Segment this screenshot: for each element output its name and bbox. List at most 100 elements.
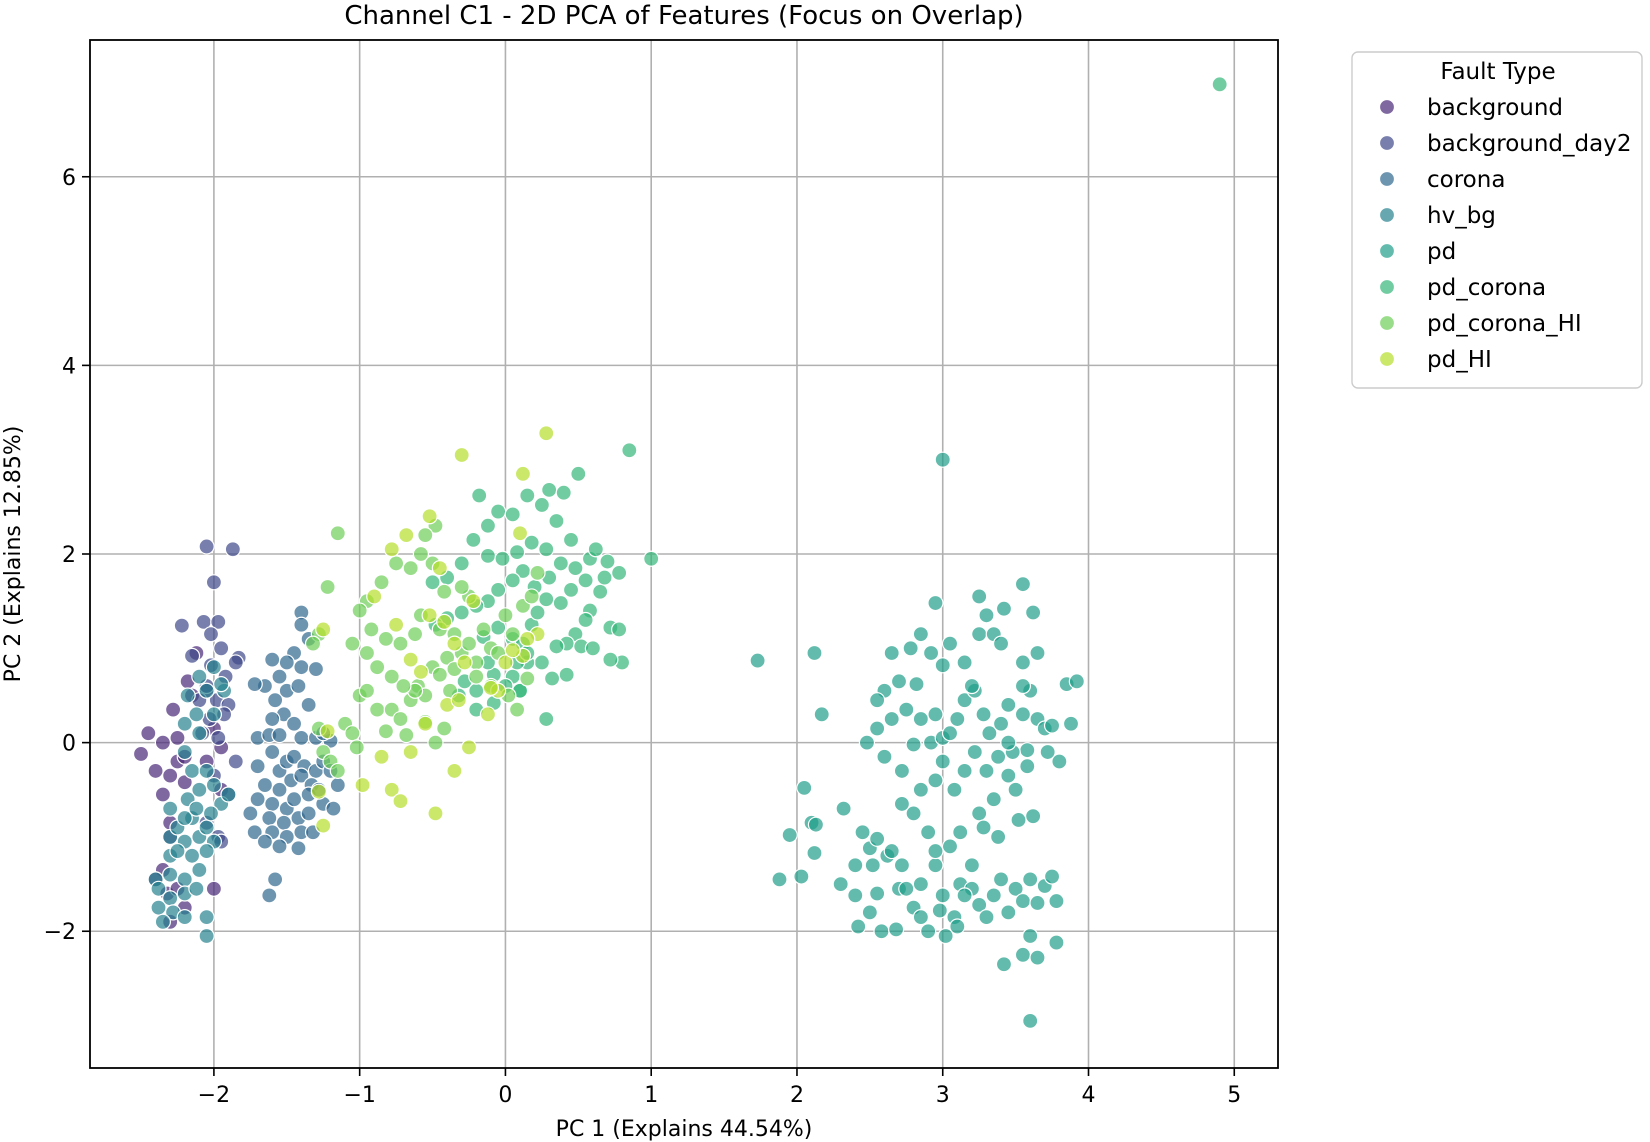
data-point <box>453 578 470 596</box>
data-point <box>538 425 555 442</box>
data-point <box>995 600 1013 617</box>
data-point <box>154 913 171 930</box>
data-point <box>1043 717 1061 734</box>
data-point <box>453 446 470 464</box>
data-point <box>643 550 660 567</box>
y-tick-label: 6 <box>62 166 76 191</box>
data-point <box>864 857 881 874</box>
data-point <box>191 781 208 798</box>
legend-box <box>1351 51 1643 389</box>
data-point <box>577 611 594 629</box>
data-point <box>1010 811 1027 829</box>
data-point <box>315 621 332 638</box>
y-tick-label: 4 <box>62 354 76 379</box>
data-point <box>847 857 864 874</box>
data-point <box>975 706 992 723</box>
data-point <box>392 710 409 728</box>
data-point <box>293 767 310 784</box>
data-point <box>475 621 492 638</box>
data-point <box>529 604 546 621</box>
data-point <box>300 805 317 822</box>
legend: Fault Type background background_day2coro… <box>1351 51 1643 389</box>
data-point <box>850 918 867 935</box>
data-point <box>176 809 193 827</box>
data-point <box>271 668 288 685</box>
data-point <box>854 824 871 841</box>
data-point <box>876 748 893 765</box>
data-point <box>402 651 419 668</box>
data-point <box>796 779 813 796</box>
data-point <box>533 654 550 671</box>
data-point <box>398 726 415 744</box>
data-point <box>261 809 278 827</box>
data-point <box>519 487 536 504</box>
data-point <box>402 743 419 761</box>
legend-entry-label: corona <box>1427 167 1505 193</box>
data-point <box>956 692 973 709</box>
data-point <box>949 710 966 728</box>
data-point <box>162 767 179 784</box>
x-axis-ticks: −2 −1 0 1 2 3 4 5 <box>198 1068 1241 1108</box>
legend-entry-label: pd_corona <box>1427 275 1546 301</box>
legend-marker <box>1378 350 1396 368</box>
data-point <box>562 531 580 548</box>
x-tick-label: 5 <box>1227 1083 1241 1108</box>
data-point <box>315 817 332 834</box>
data-point <box>584 640 601 657</box>
data-point <box>922 644 940 662</box>
data-point <box>543 670 561 687</box>
data-point <box>154 734 171 751</box>
data-point <box>611 621 628 638</box>
x-tick-label: 4 <box>1082 1083 1096 1108</box>
data-point <box>985 887 1002 904</box>
data-point <box>504 626 521 643</box>
data-point <box>183 847 201 864</box>
data-point <box>927 857 944 874</box>
data-point <box>587 541 604 558</box>
data-point <box>523 588 540 605</box>
data-point <box>523 534 540 551</box>
data-point <box>592 583 609 600</box>
data-point <box>890 673 908 690</box>
data-point <box>173 617 190 634</box>
legend-entry-label: background_day2 <box>1427 131 1631 157</box>
data-point <box>169 842 186 860</box>
data-point <box>1019 758 1036 775</box>
data-point <box>1029 894 1046 912</box>
data-point <box>465 531 482 548</box>
data-point <box>417 527 434 544</box>
data-point <box>293 659 310 676</box>
data-point <box>985 791 1002 808</box>
data-point <box>490 503 507 520</box>
data-point <box>912 710 929 728</box>
data-point <box>567 560 584 577</box>
data-point <box>749 652 766 669</box>
data-point <box>264 651 281 668</box>
data-point <box>377 723 395 740</box>
data-point <box>611 564 628 581</box>
data-point <box>191 861 208 879</box>
data-point <box>956 762 973 780</box>
data-point <box>460 635 478 652</box>
data-point <box>963 857 980 874</box>
data-point <box>344 725 361 742</box>
data-point <box>198 538 215 555</box>
data-point <box>329 762 346 780</box>
data-point <box>570 465 587 482</box>
data-point <box>224 541 241 558</box>
legend-marker <box>1378 314 1396 332</box>
legend-marker <box>1378 134 1396 152</box>
data-point <box>436 613 453 631</box>
data-point <box>813 706 830 723</box>
data-point <box>548 638 565 655</box>
x-tick-label: 3 <box>936 1083 950 1108</box>
data-point <box>519 630 536 647</box>
data-point <box>1019 742 1036 759</box>
legend-marker <box>1378 98 1396 116</box>
data-point <box>941 838 959 855</box>
data-point <box>150 899 167 916</box>
data-point <box>978 607 995 624</box>
data-point <box>497 654 514 671</box>
data-point <box>210 613 227 631</box>
